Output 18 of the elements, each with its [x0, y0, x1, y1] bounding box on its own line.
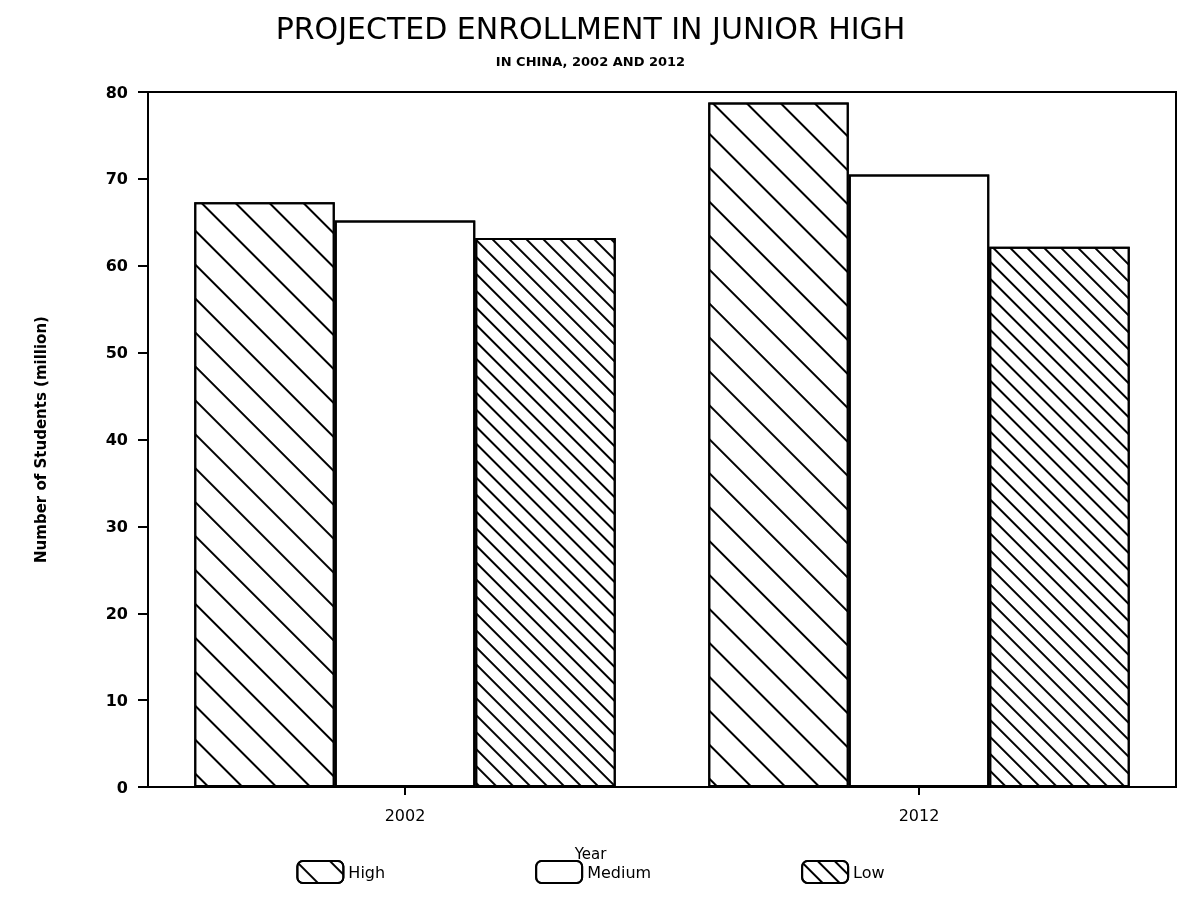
x-tick-label: 2012: [898, 805, 940, 825]
y-tick-label: 40: [105, 430, 128, 449]
y-tick-label: 30: [105, 516, 128, 536]
y-tick-label: 0: [116, 777, 128, 797]
y-tick-label: 10: [105, 690, 128, 710]
chart-title: PROJECTED ENROLLMENT IN JUNIOR HIGH: [275, 10, 906, 46]
y-tick-label: 60: [105, 256, 128, 276]
y-tick-label: 50: [105, 343, 128, 363]
legend-label: Low: [853, 862, 885, 882]
legend-label: High: [348, 862, 386, 882]
chart-subtitle: IN CHINA, 2002 AND 2012: [495, 54, 686, 69]
y-tick-label: 80: [105, 82, 128, 102]
y-tick-label: 20: [105, 603, 128, 623]
x-tick-label: 2002: [384, 805, 426, 825]
x-axis-title: Year: [573, 844, 608, 863]
y-tick-label: 70: [105, 169, 128, 189]
legend-label: Medium: [587, 862, 652, 882]
y-axis-title: Number of Students (million): [31, 316, 50, 563]
